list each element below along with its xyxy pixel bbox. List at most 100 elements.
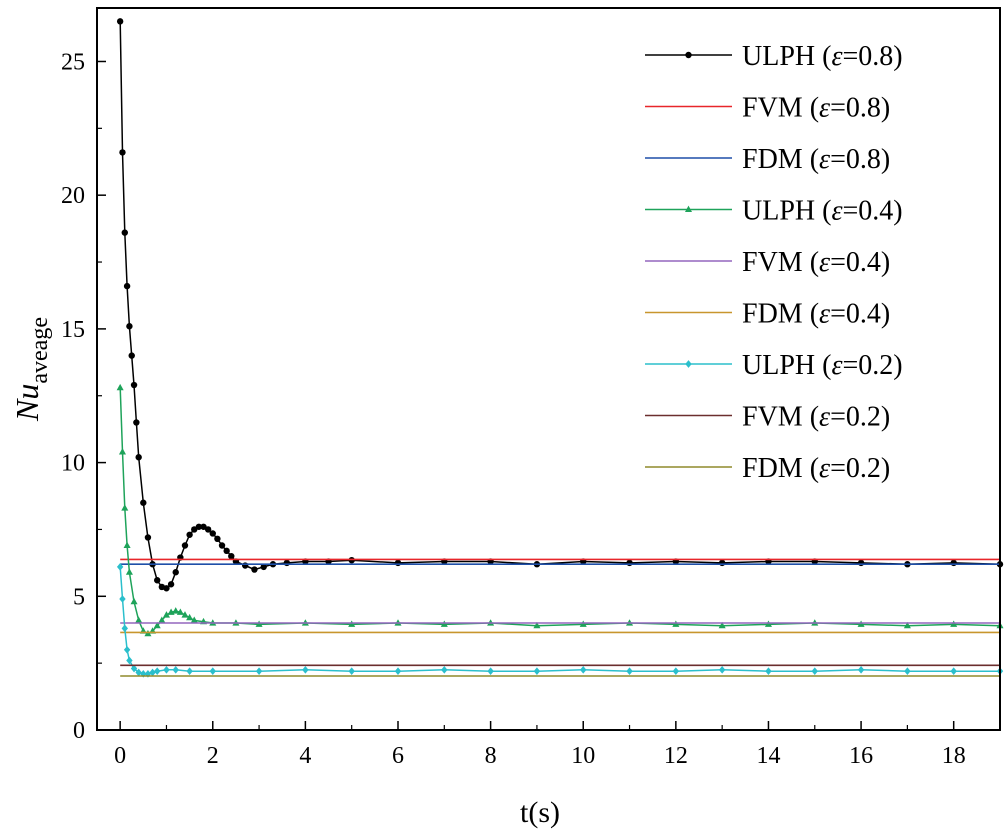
y-tick-label: 15 (61, 317, 85, 343)
x-axis: 0 2 4 6 8 10 12 14 16 18 (114, 721, 966, 769)
data-point (130, 664, 138, 673)
y-tick-label: 0 (73, 718, 85, 744)
data-point (116, 383, 124, 391)
data-point (685, 51, 692, 59)
x-tick-label: 18 (942, 743, 966, 769)
legend-item: FVM (ε=0.2) (645, 402, 890, 433)
data-point (195, 523, 203, 530)
y-axis-label-main: Nu (9, 384, 45, 422)
legend-label: ULPH (ε=0.2) (742, 350, 903, 381)
data-point (172, 607, 180, 614)
y-tick-label: 25 (61, 49, 85, 75)
data-point (950, 667, 957, 676)
data-point (172, 665, 179, 674)
data-point (904, 667, 911, 676)
data-point (121, 504, 129, 511)
data-point (223, 547, 230, 555)
data-point (167, 581, 175, 588)
data-point (533, 621, 541, 629)
data-point (118, 448, 126, 455)
legend-item: FVM (ε=0.8) (645, 93, 890, 124)
data-point (154, 577, 161, 584)
data-point (116, 18, 124, 25)
data-point (200, 523, 207, 530)
data-point (685, 360, 692, 368)
data-point (149, 668, 156, 677)
x-tick-label: 6 (392, 743, 404, 769)
legend-item: ULPH (ε=0.4) (645, 196, 903, 227)
data-point (302, 665, 309, 674)
series-line (119, 21, 1001, 590)
x-tick-label: 12 (664, 743, 688, 769)
data-point (140, 670, 147, 678)
data-point (119, 595, 126, 603)
legend: ULPH (ε=0.8) FVM (ε=0.8) FDM (ε=0.8) ULPH (… (645, 41, 903, 484)
x-tick-label: 10 (571, 743, 595, 769)
data-point (811, 667, 818, 676)
x-tick-label: 2 (207, 743, 219, 769)
data-point (126, 323, 133, 330)
y-axis-label: Nuaveage (9, 317, 53, 422)
data-point (209, 667, 216, 676)
x-axis-label: t(s) (520, 796, 560, 829)
data-point (580, 665, 587, 674)
plot-frame (96, 7, 1001, 731)
legend-item: FDM (ε=0.2) (645, 453, 890, 484)
data-point (186, 667, 193, 676)
data-point (135, 454, 142, 461)
data-point (158, 616, 166, 623)
data-point (718, 621, 726, 629)
x-tick-label: 8 (485, 743, 497, 769)
data-point (176, 608, 184, 615)
legend-label: FVM (ε=0.2) (742, 402, 890, 433)
data-point (121, 624, 128, 633)
y-axis: 0 5 10 15 20 25 (61, 49, 106, 744)
x-tick-label: 14 (756, 743, 780, 769)
data-point (181, 542, 189, 549)
legend-item: FDM (ε=0.4) (645, 299, 890, 330)
data-point (163, 585, 170, 592)
data-point (348, 667, 355, 676)
series-4 (116, 383, 1004, 637)
x-tick-label: 4 (299, 743, 311, 769)
data-point (130, 597, 138, 605)
series-line (119, 566, 1000, 675)
data-point (125, 568, 133, 575)
data-point (116, 563, 124, 571)
data-point (394, 667, 402, 676)
data-point (228, 552, 235, 560)
data-point (260, 563, 267, 571)
data-point (441, 665, 448, 674)
data-point (684, 205, 693, 213)
data-point (130, 381, 138, 389)
data-point (718, 559, 726, 567)
legend-item: FDM (ε=0.8) (645, 144, 890, 175)
data-point (765, 667, 772, 676)
data-point (626, 559, 633, 567)
legend-item: ULPH (ε=0.8) (645, 41, 903, 72)
data-point (128, 352, 135, 359)
data-point (140, 499, 147, 506)
data-point (135, 616, 143, 623)
data-point (283, 559, 291, 567)
legend-label: FDM (ε=0.2) (742, 453, 890, 484)
legend-label: FDM (ε=0.4) (742, 299, 890, 330)
data-point (903, 621, 911, 629)
data-point (626, 667, 633, 676)
data-point (214, 535, 221, 543)
data-point (218, 542, 226, 549)
data-point (209, 530, 216, 537)
legend-label: FVM (ε=0.4) (742, 247, 890, 278)
legend-label: FVM (ε=0.8) (742, 93, 890, 124)
data-point (394, 559, 402, 567)
y-axis-label-sub: aveage (27, 317, 53, 384)
legend-label: ULPH (ε=0.8) (742, 41, 903, 72)
data-point (154, 667, 161, 676)
data-point (251, 566, 258, 573)
data-point (718, 665, 726, 674)
data-point (121, 229, 128, 236)
legend-label: ULPH (ε=0.4) (742, 196, 903, 227)
y-tick-label: 10 (61, 451, 85, 477)
data-point (162, 611, 170, 618)
legend-label: FDM (ε=0.8) (742, 144, 890, 175)
